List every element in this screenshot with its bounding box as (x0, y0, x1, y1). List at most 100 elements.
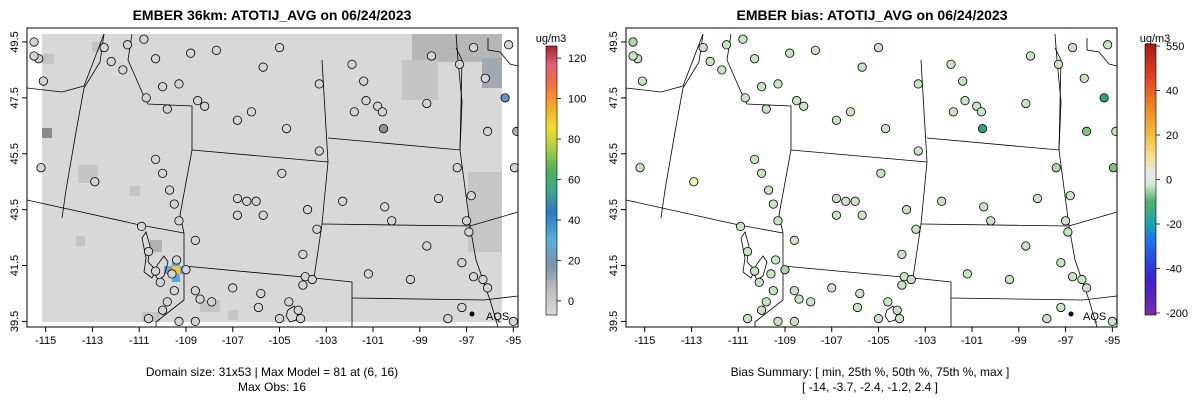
site-marker (461, 216, 472, 226)
site-marker (749, 54, 760, 64)
y-tick-label: 45.5 (608, 143, 620, 164)
site-marker (162, 297, 172, 307)
site-marker (897, 249, 907, 259)
x-tick-label: -97 (1058, 335, 1074, 347)
site-marker (295, 314, 306, 324)
site-marker (256, 288, 266, 299)
site-marker (281, 123, 292, 134)
site-marker (911, 224, 921, 234)
site-marker (242, 196, 252, 206)
right-plot-area (626, 28, 1117, 327)
site-marker (251, 196, 261, 206)
site-marker (190, 235, 200, 245)
site-marker (380, 202, 390, 212)
site-marker (948, 107, 958, 117)
site-marker (508, 316, 518, 327)
site-marker (857, 62, 867, 72)
site-marker (799, 101, 809, 111)
site-marker (405, 274, 416, 285)
left-colorbar-title: ug/m3 (536, 33, 567, 45)
site-marker (1079, 73, 1089, 83)
site-marker (118, 65, 128, 75)
site-marker (207, 297, 217, 307)
site-marker (314, 79, 324, 89)
site-marker (1056, 258, 1066, 268)
y-tick-label: 47.5 (9, 87, 21, 108)
site-marker (174, 316, 184, 327)
site-marker (789, 316, 799, 327)
site-marker (426, 51, 437, 61)
right-caption-line-1: Bias Summary: [ min, 25th %, 50th %, 75t… (731, 365, 1010, 379)
site-marker (855, 288, 865, 299)
site-marker (143, 314, 154, 324)
site-marker (757, 305, 767, 315)
site-marker (253, 302, 264, 313)
site-marker (635, 163, 645, 173)
site-marker (377, 107, 387, 117)
site-marker (312, 224, 322, 234)
site-marker (106, 56, 116, 67)
site-marker (190, 286, 200, 296)
left-model-cells (42, 34, 502, 322)
site-marker (946, 59, 956, 69)
site-marker (452, 163, 462, 173)
colorbar-tick-label: 20 (568, 255, 580, 267)
site-marker (141, 93, 151, 103)
site-marker (960, 96, 970, 106)
site-marker (314, 146, 324, 156)
site-marker (764, 185, 774, 195)
site-marker (468, 272, 479, 282)
site-marker (258, 62, 268, 72)
site-marker (768, 199, 778, 209)
site-marker (274, 314, 285, 324)
left-colorbar-ticks: 0 20 40 60 80 100 120 (557, 53, 586, 308)
colorbar-tick-label: 100 (568, 94, 586, 106)
site-marker (99, 42, 109, 53)
site-marker (721, 40, 732, 50)
site-marker (338, 196, 348, 206)
x-tick-label: -115 (634, 335, 655, 347)
left-aqs-label: AQS (486, 311, 509, 323)
left-y-axis: 39.5 41.5 43.5 45.5 47.5 49.5 (9, 31, 27, 332)
site-marker (347, 59, 357, 69)
x-tick-label: -95 (505, 335, 521, 347)
x-tick-label: -105 (867, 335, 889, 347)
site-marker (454, 59, 465, 69)
site-marker (158, 305, 168, 315)
colorbar-tick-label: 0 (1166, 175, 1172, 187)
site-marker (937, 196, 947, 206)
y-tick-label: 47.5 (608, 87, 620, 108)
site-marker (1056, 302, 1066, 313)
site-marker (735, 221, 746, 232)
site-marker (1067, 42, 1078, 53)
site-marker (1082, 283, 1092, 293)
site-marker (293, 305, 303, 315)
x-tick-label: -95 (1104, 335, 1120, 347)
site-marker (195, 294, 205, 304)
site-marker (789, 235, 799, 245)
left-x-axis: -115 -113 -111 -109 -107 -105 -103 -101 -99 -97 -9… (35, 327, 521, 347)
colorbar-tick-label: 60 (568, 174, 580, 186)
x-tick-label: -113 (681, 335, 702, 347)
site-marker (792, 96, 802, 106)
site-marker (359, 76, 369, 86)
site-marker (740, 93, 750, 103)
site-marker (361, 96, 371, 106)
site-marker (158, 82, 168, 92)
right-aqs-marker (1068, 311, 1074, 317)
site-marker (277, 168, 287, 178)
site-marker (258, 210, 268, 220)
site-marker (298, 280, 308, 290)
site-marker (897, 280, 907, 290)
y-tick-label: 49.5 (9, 31, 21, 52)
right-x-axis: -115 -113 -111 -109 -107 -105 -103 -101 -99 -97 -9… (634, 327, 1120, 347)
x-tick-label: -115 (35, 335, 56, 347)
site-marker (186, 48, 196, 58)
colorbar-tick-label: 40 (1166, 86, 1178, 98)
site-marker (1063, 227, 1073, 237)
site-marker (913, 146, 923, 156)
left-plot-frame (26, 27, 519, 328)
site-marker (284, 297, 294, 307)
colorbar-tick-label: 20 (1166, 130, 1178, 142)
